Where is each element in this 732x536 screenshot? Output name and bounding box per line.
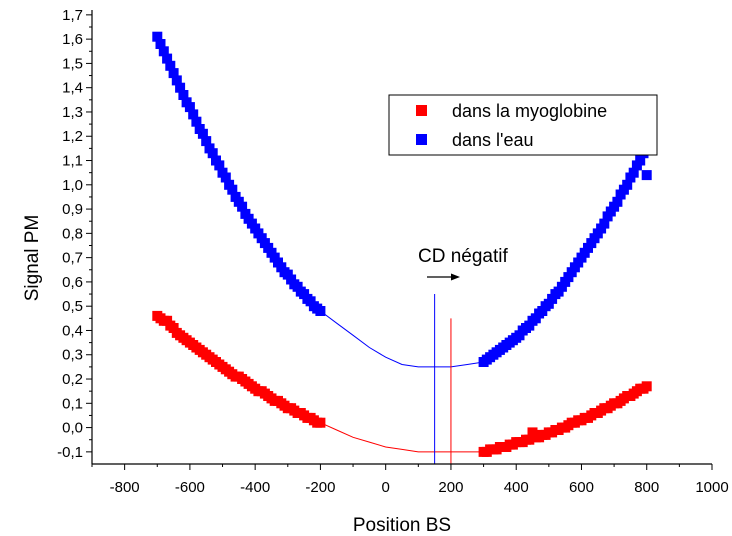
y-tick-label: 0,2 <box>62 371 83 388</box>
data-point <box>168 68 179 79</box>
data-point <box>227 184 238 195</box>
y-tick-label: 1,4 <box>62 80 83 97</box>
data-point <box>622 179 633 190</box>
y-tick-label: 1,2 <box>62 128 83 145</box>
legend-label-myoglobine: dans la myoglobine <box>452 101 607 121</box>
x-tick-label: 0 <box>382 479 390 496</box>
y-tick-label: 0,8 <box>62 225 83 242</box>
data-point <box>207 148 218 159</box>
y-tick-label: 0,9 <box>62 201 83 218</box>
data-point <box>188 109 199 120</box>
annotation: CD négatif <box>418 246 508 281</box>
legend-box <box>388 94 658 156</box>
x-ticks: -800 -600 -400 -200 0 200 400 600 800 1000 <box>91 464 729 496</box>
fit-curves <box>320 310 484 453</box>
x-tick-label: 800 <box>634 479 659 496</box>
data-point <box>178 90 189 100</box>
data-points <box>152 31 652 457</box>
y-tick-label: 0,3 <box>62 347 83 364</box>
y-tick-label: -0,1 <box>57 444 83 461</box>
data-point <box>628 167 639 178</box>
y-tick-label: 1,1 <box>62 153 83 170</box>
data-point <box>191 116 202 127</box>
data-point <box>184 102 195 113</box>
legend: dans la myoglobine dans l'eau <box>388 94 658 156</box>
annotation-arrow-head <box>451 273 460 281</box>
data-point <box>201 136 212 147</box>
fit-curve <box>320 310 484 368</box>
legend-marker-myoglobine <box>416 105 427 116</box>
x-tick-label: -400 <box>240 479 270 496</box>
vertical-marker-lines <box>434 294 452 464</box>
data-point <box>315 306 326 316</box>
y-tick-label: 1,6 <box>62 31 83 48</box>
data-point <box>165 60 176 71</box>
data-point <box>214 160 225 171</box>
data-point <box>158 46 169 57</box>
x-tick-label: -800 <box>110 479 140 496</box>
legend-marker-eau <box>416 134 427 145</box>
y-tick-label: 0,5 <box>62 298 83 315</box>
y-tick-label: 1,5 <box>62 55 83 72</box>
x-tick-label: 1000 <box>695 479 728 496</box>
series-points <box>152 31 652 367</box>
y-axis-title: Signal PM <box>22 215 43 302</box>
data-point <box>162 53 173 64</box>
data-point <box>171 75 182 86</box>
data-point <box>237 201 248 212</box>
fit-curve <box>320 422 484 453</box>
y-tick-label: 0,6 <box>62 274 83 291</box>
data-point <box>197 128 208 139</box>
data-point <box>635 155 646 166</box>
data-point <box>155 39 166 49</box>
y-tick-label: 1,7 <box>62 7 83 24</box>
x-tick-label: -200 <box>305 479 335 496</box>
y-tick-label: 0,7 <box>62 250 83 267</box>
y-tick-label: 1,0 <box>62 177 83 194</box>
annotation-text: CD négatif <box>418 246 508 267</box>
y-tick-label: 1,3 <box>62 104 83 121</box>
data-point <box>220 172 231 183</box>
data-point <box>175 82 186 93</box>
y-tick-label: 0,1 <box>62 395 83 412</box>
y-ticks: -0,1 0,0 0,1 0,2 0,3 0,4 0,5 0,6 0,7 0,8 0,9 1,0 1,1… <box>57 7 92 461</box>
data-point <box>641 381 652 392</box>
data-point <box>315 417 326 428</box>
x-tick-label: -600 <box>175 479 205 496</box>
data-point <box>524 434 535 445</box>
axes <box>91 10 712 465</box>
series-points <box>152 310 652 457</box>
y-tick-label: 0,4 <box>62 322 83 339</box>
data-point <box>599 218 610 229</box>
x-tick-label: 400 <box>504 479 529 496</box>
legend-label-eau: dans l'eau <box>452 130 534 150</box>
x-tick-label: 200 <box>438 479 463 496</box>
x-tick-label: 600 <box>569 479 594 496</box>
data-point <box>641 170 652 181</box>
data-point <box>612 196 623 207</box>
y-tick-label: 0,0 <box>62 420 83 437</box>
data-point <box>152 31 163 42</box>
x-axis-title: Position BS <box>353 515 451 536</box>
